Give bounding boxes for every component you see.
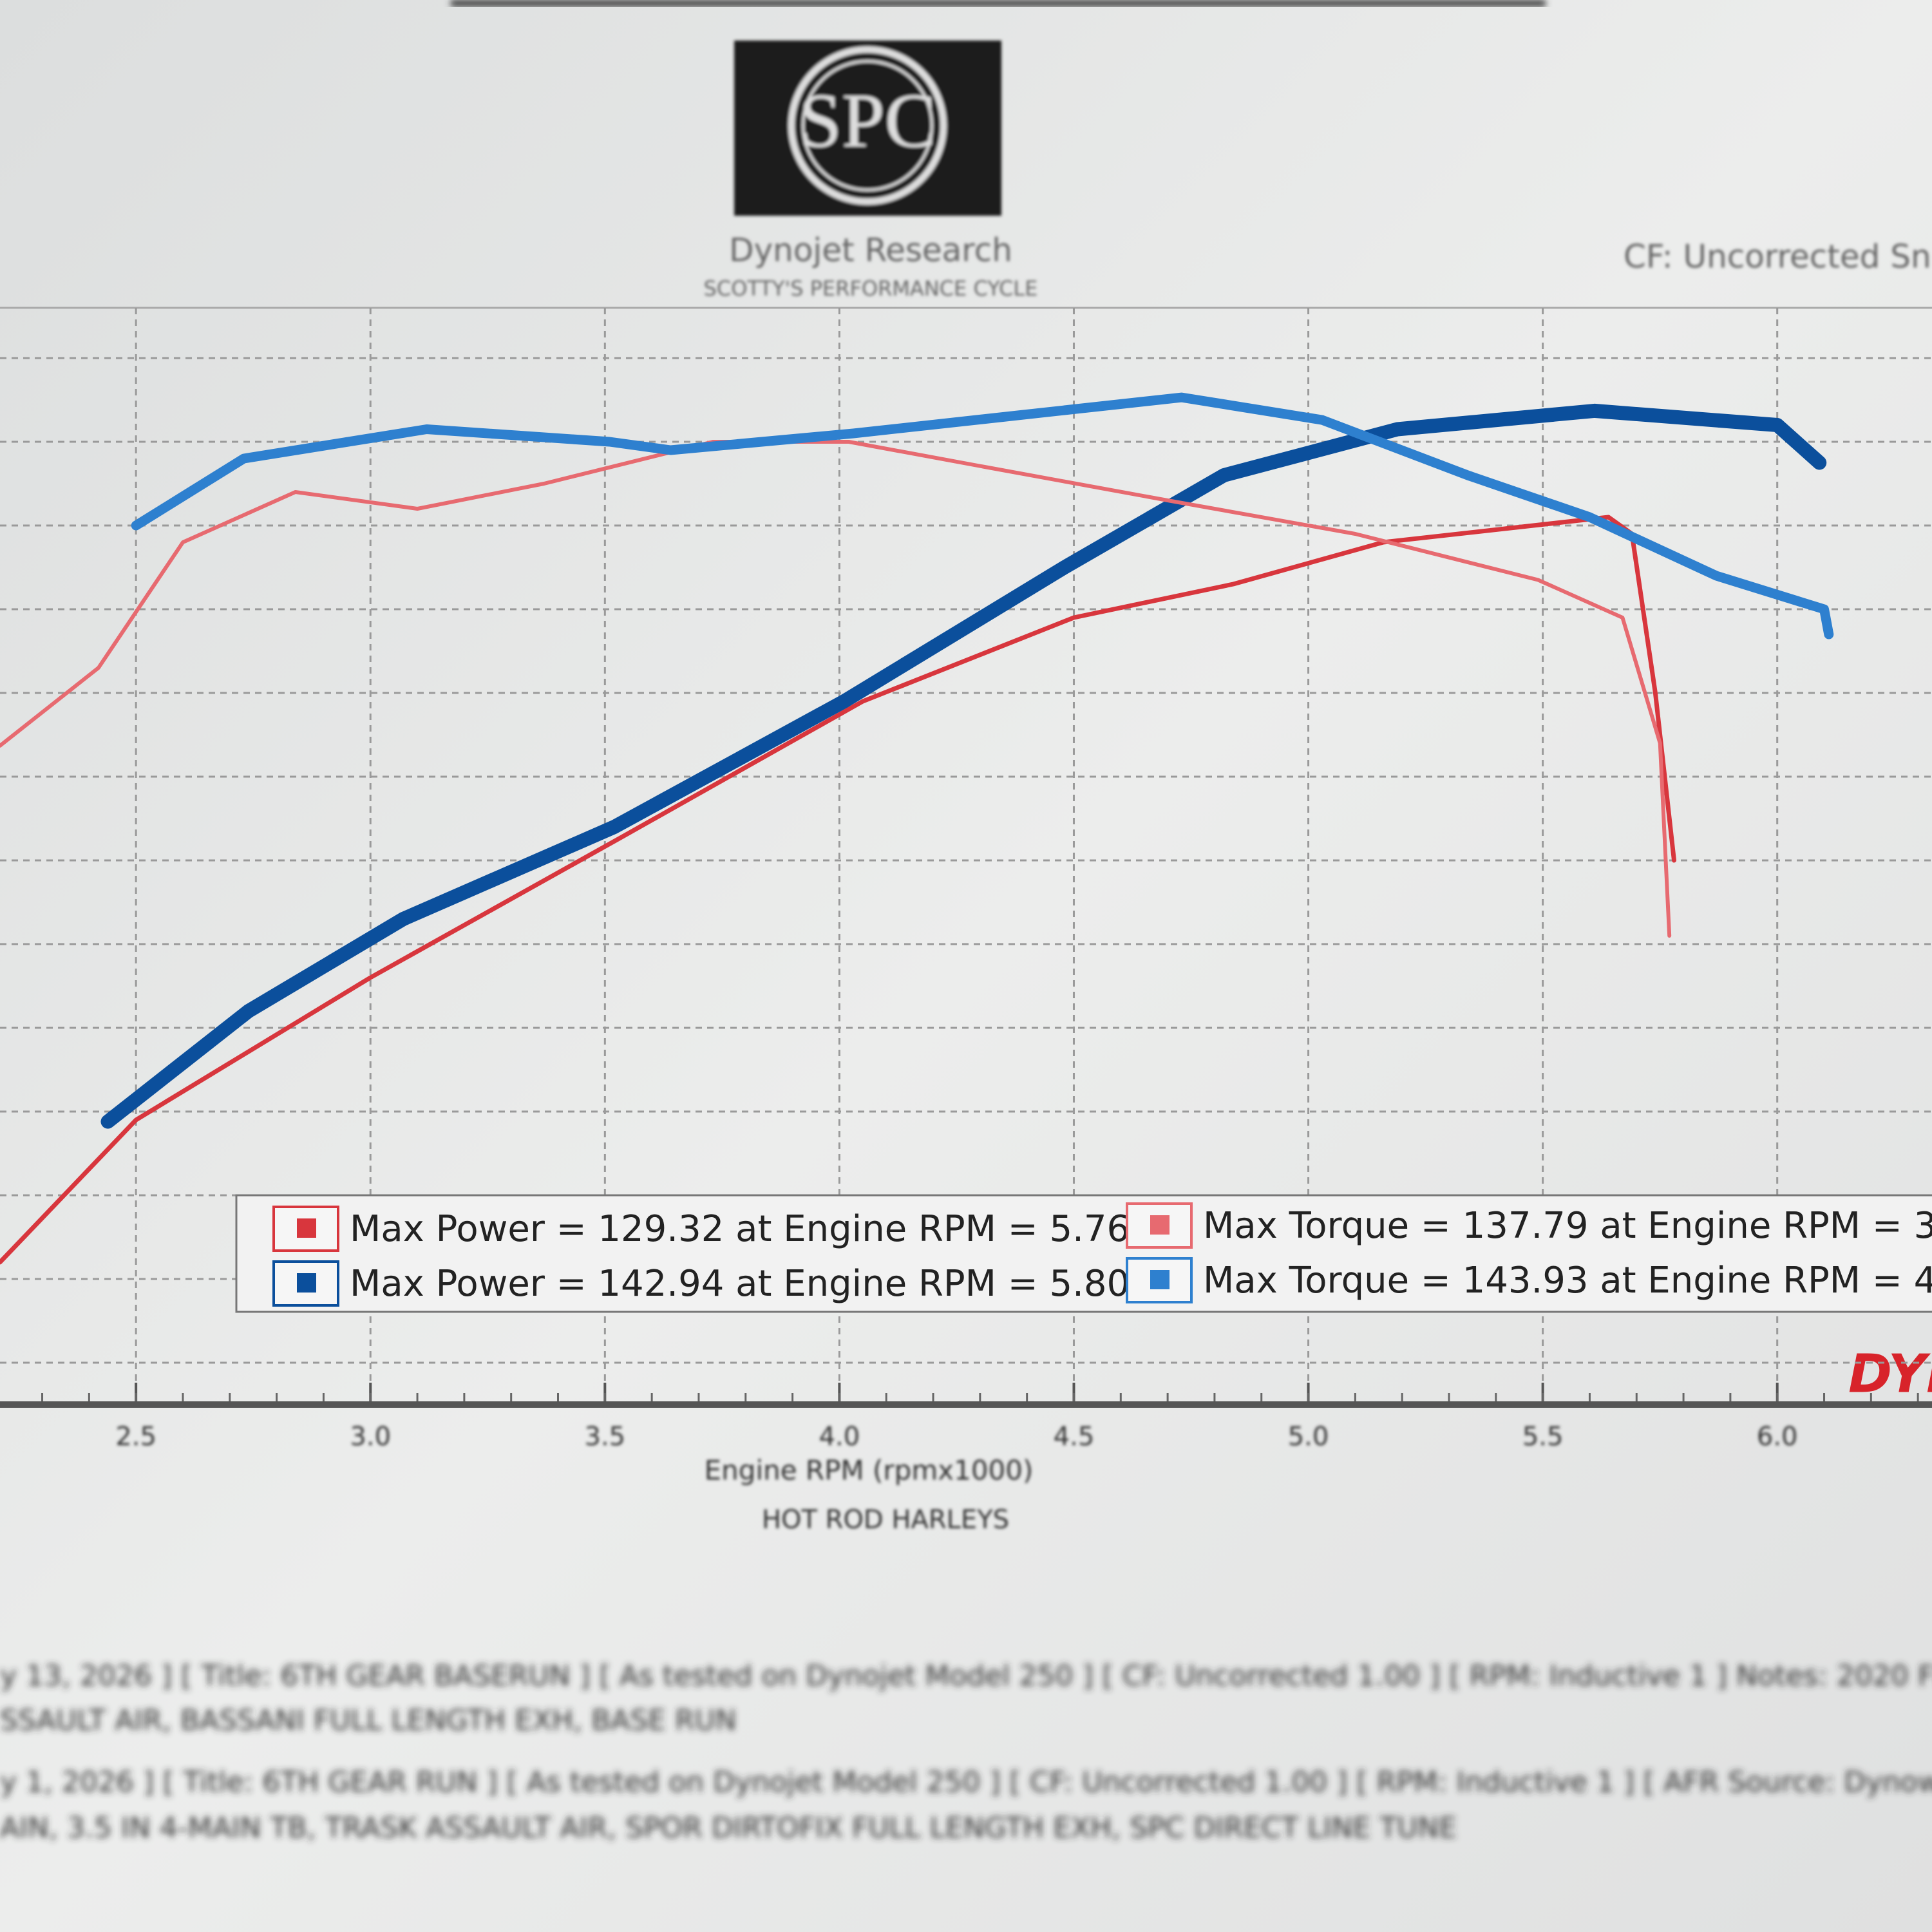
legend-swatch [1150,1215,1170,1235]
legend-swatch [1150,1270,1170,1289]
x-tick-label: 3.5 [585,1422,626,1452]
plot: 2.5 3.0 3.5 4.0 4.5 5.0 5.5 6.0 Max Power = 129.… [0,307,1932,1452]
subtitle: HOT ROD HARLEYS [762,1505,1009,1535]
logo-ring [788,46,947,205]
legend-swatch [297,1273,316,1293]
company: Dynojet Research [729,232,1012,269]
x-tick-label: 5.5 [1522,1422,1564,1452]
series-line [0,440,1672,938]
x-tick-label: 6.0 [1757,1422,1798,1452]
logo: SPC [734,41,1001,216]
x-tick-label: 4.0 [819,1422,860,1452]
footer-line: y 1, 2026 ] [ Title: 6TH GEAR RUN ] [ As… [0,1766,1932,1799]
legend-label: Max Power = 142.94 at Engine RPM = 5.80 [350,1263,1130,1305]
x-tick-label: 3.0 [350,1422,391,1452]
footer-line: SSAULT AIR, BASSANI FULL LENGTH EXH, BAS… [0,1704,737,1737]
series-line [131,392,1834,639]
legend-swatch [297,1218,316,1238]
x-tick-label: 5.0 [1288,1422,1329,1452]
footer-line: AIN, 3.5 IN 4-MAIN TB, TRASK ASSAULT AIR… [0,1812,1457,1844]
legend-label: Max Power = 129.32 at Engine RPM = 5.76 [350,1208,1130,1250]
legend-box [235,1194,1932,1313]
x-axis-label: Engine RPM (rpmx1000) [705,1455,1034,1486]
x-tick-label: 4.5 [1054,1422,1095,1452]
shop: SCOTTY'S PERFORMANCE CYCLE [704,276,1038,301]
logo-text: SPC [799,78,936,164]
legend-swatch-frame [1126,1257,1193,1303]
correction: CF: Uncorrected Sn [1624,238,1931,276]
footer: y 13, 2026 ] [ Title: 6TH GEAR BASERUN ]… [0,1660,1932,1844]
x-tick-label: 2.5 [115,1422,156,1452]
legend: Max Power = 129.32 at Engine RPM = 5.76 M… [235,1194,1932,1313]
legend-label: Max Torque = 137.79 at Engine RPM = 3.89 [1203,1205,1932,1247]
logo-ring-inner [802,60,933,191]
footer-line: y 13, 2026 ] [ Title: 6TH GEAR BASERUN ]… [0,1660,1932,1692]
series-line [0,515,1676,1265]
legend-swatch-frame [1126,1202,1193,1249]
legend-label: Max Torque = 143.93 at Engine RPM = 4.83 [1203,1260,1932,1302]
logo-box [734,41,1001,216]
series-line [100,403,1827,1129]
brand: DYN [1848,1343,1932,1405]
top-edge [451,0,1546,6]
